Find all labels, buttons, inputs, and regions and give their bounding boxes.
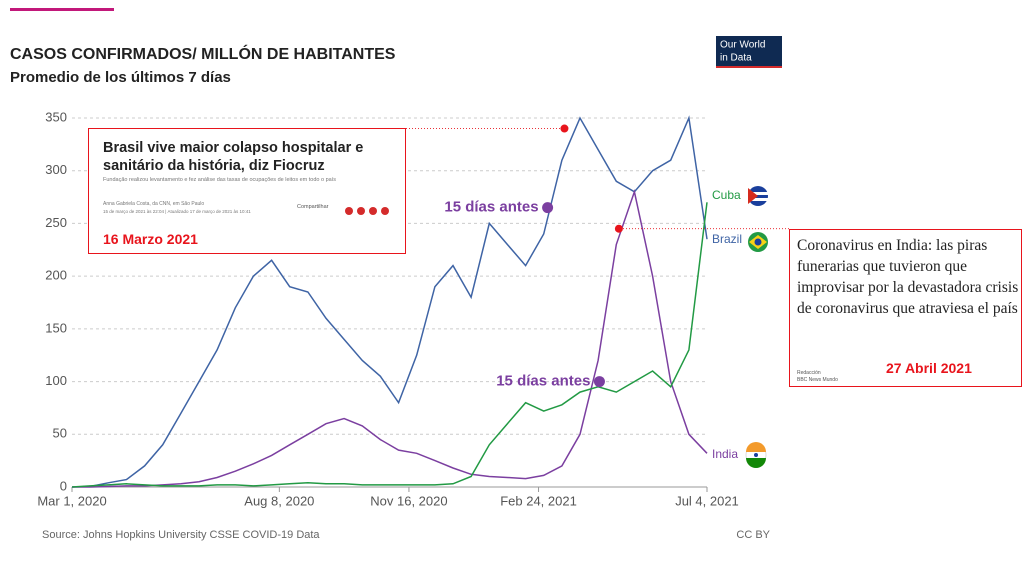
y-tick-label: 200 (45, 268, 67, 283)
news-lead: Fundação realizou levantamento e fez aná… (103, 177, 336, 183)
logo-box (716, 36, 782, 68)
logo-text: in Data (720, 53, 752, 64)
annotation-dot (614, 224, 623, 233)
y-tick-label: 0 (60, 478, 67, 493)
annotation-dot (542, 202, 554, 214)
series-line (72, 189, 708, 488)
news-byline: Anna Gabriela Costa, da CNN, em São Paul… (103, 201, 205, 207)
chart-title: CASOS CONFIRMADOS/ MILLÓN DE HABITANTES (10, 44, 396, 63)
y-tick-label: 150 (45, 320, 67, 335)
news-date: 16 Marzo 2021 (103, 231, 198, 247)
y-tick-label: 50 (53, 426, 67, 441)
x-tick-label: Aug 8, 2020 (244, 493, 314, 508)
x-tick-label: Jul 4, 2021 (675, 493, 739, 508)
chart-subtitle: Promedio de los últimos 7 días (10, 69, 231, 86)
series-label: Cuba (712, 188, 741, 202)
news-box: Coronavirus en India: las piras funerari… (789, 229, 1022, 387)
annotation-dot (560, 124, 569, 133)
news-time: 15 de março de 2021 às 22:04 | Atualizad… (103, 209, 251, 214)
accent-bar (10, 8, 114, 11)
y-tick-label: 300 (45, 162, 67, 177)
news-share: Compartilhar (297, 204, 329, 210)
series-line (71, 115, 708, 488)
y-tick-label: 100 (45, 373, 67, 388)
y-tick-label: 350 (45, 109, 67, 124)
series-label: India (712, 447, 738, 461)
series-label: Brazil (712, 232, 742, 246)
annotation-label: 15 días antes (496, 373, 590, 390)
source: Source: Johns Hopkins University CSSE CO… (42, 529, 320, 541)
flag-cuba (748, 186, 768, 206)
news-time: BBC News Mundo (797, 377, 838, 383)
x-tick-label: Mar 1, 2020 (37, 493, 106, 508)
logo-text: Our World (720, 40, 765, 51)
flag-india (745, 442, 767, 468)
x-tick-label: Feb 24, 2021 (500, 493, 577, 508)
annotation-label: 15 días antes (444, 199, 538, 216)
y-tick-label: 250 (45, 215, 67, 230)
news-headline: Brasil vive maior colapso hospitalar e s… (103, 140, 364, 174)
logo-stripe (716, 66, 782, 68)
share-icons (345, 202, 389, 220)
news-headline: Coronavirus en India: las piras funerari… (797, 237, 1019, 317)
series-line (71, 202, 708, 488)
news-byline: Redacción (797, 370, 821, 376)
annotation-dot (593, 376, 605, 388)
flag-brazil (748, 232, 768, 252)
license: CC BY (736, 529, 770, 541)
news-date: 27 Abril 2021 (886, 360, 972, 376)
x-tick-label: Nov 16, 2020 (370, 493, 447, 508)
news-box: Brasil vive maior colapso hospitalar e s… (88, 128, 406, 254)
